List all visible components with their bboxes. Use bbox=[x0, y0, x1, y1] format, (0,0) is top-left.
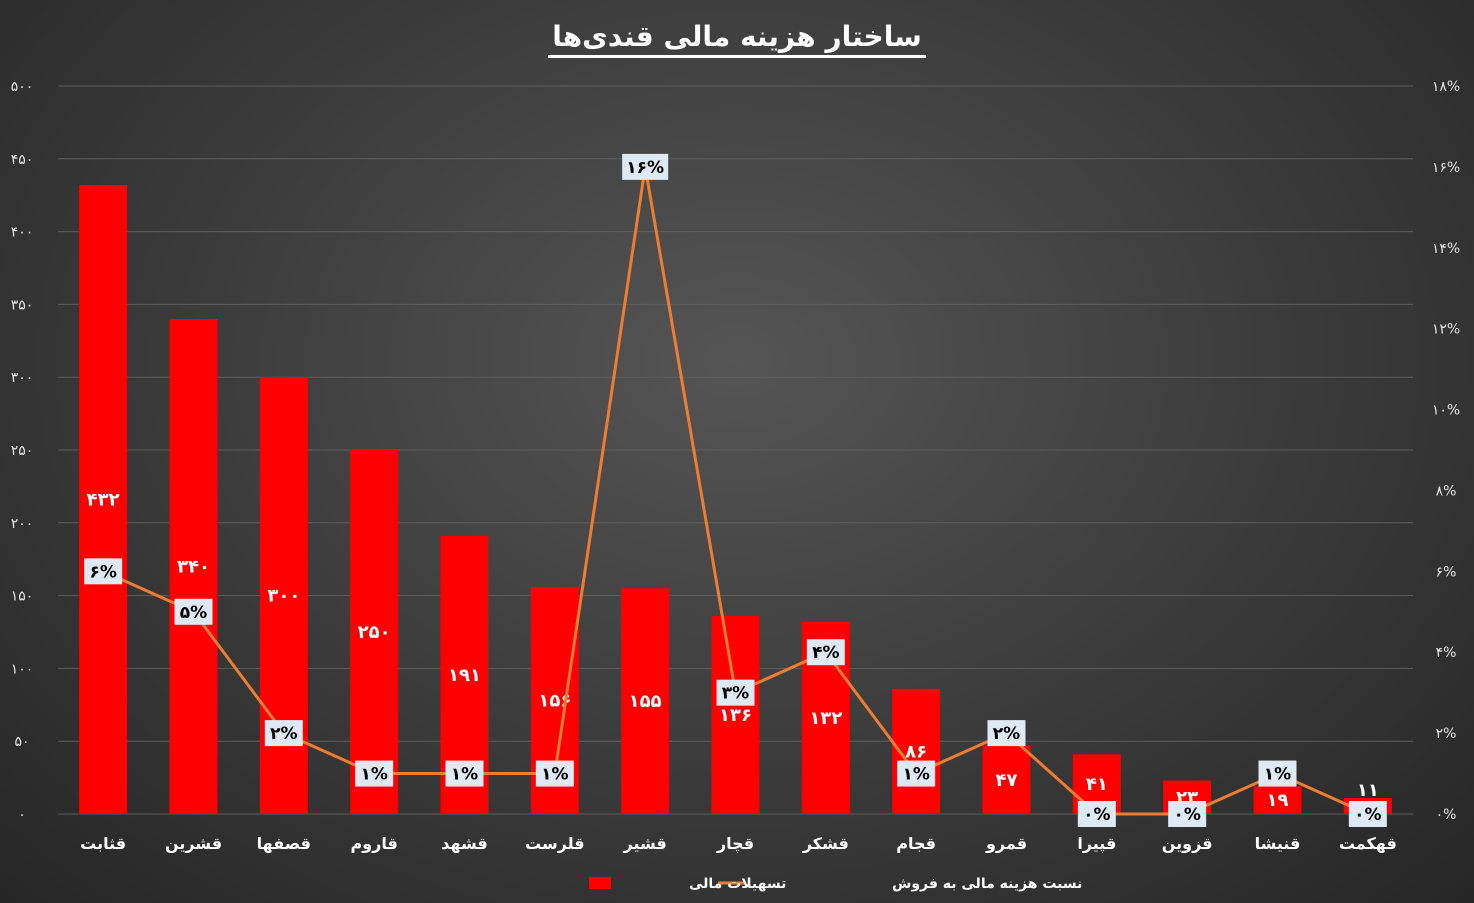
line-value-label: ۰% bbox=[1083, 805, 1110, 825]
line-value-label: ۱% bbox=[451, 765, 478, 785]
line-value-label: ۲% bbox=[993, 724, 1020, 744]
x-axis-category-label: قشهد bbox=[441, 834, 488, 853]
legend-bar-label: تسهیلات مالی bbox=[689, 876, 786, 892]
x-axis-category-label: قشرین bbox=[165, 834, 222, 853]
line-label-box bbox=[897, 760, 936, 787]
line-label-box bbox=[1348, 801, 1387, 827]
bar bbox=[1253, 786, 1302, 814]
line-value-label: ۶% bbox=[89, 562, 116, 582]
legend-line-label: نسبت هزینه مالی به فروش bbox=[892, 876, 1082, 892]
chart-title: ساختار هزینه مالی قندی‌ها bbox=[0, 20, 1474, 58]
bar bbox=[350, 450, 399, 814]
bar bbox=[79, 185, 128, 814]
line-label-box bbox=[1258, 760, 1297, 787]
bar-value-label: ۱۱ bbox=[1357, 780, 1379, 801]
line-label-box bbox=[535, 760, 574, 787]
line-label-box bbox=[174, 598, 213, 625]
line-label-box bbox=[1168, 801, 1207, 827]
y2-axis-tick-label: ۸% bbox=[1436, 483, 1457, 499]
line-label-box bbox=[355, 760, 394, 787]
x-axis-category-label: قثابت bbox=[80, 834, 126, 853]
line-value-label: ۱۶% bbox=[626, 158, 664, 178]
y2-axis-tick-label: ۱۸% bbox=[1432, 79, 1460, 95]
line-label-box bbox=[1077, 801, 1116, 827]
y-axis-tick-label: ۴۰۰ bbox=[11, 225, 34, 241]
x-axis-category-label: قاروم bbox=[350, 834, 397, 853]
x-axis-category-label: قصفها bbox=[257, 834, 311, 853]
bar-value-label: ۱۵۶ bbox=[538, 690, 571, 711]
y-axis-tick-label: ۵۰۰ bbox=[11, 79, 34, 95]
line-value-label: ۱% bbox=[541, 765, 568, 785]
line-value-label: ۲% bbox=[270, 724, 297, 744]
bar-value-label: ۳۴۰ bbox=[177, 556, 210, 577]
bar-value-label: ۱۳۲ bbox=[809, 708, 842, 729]
y-axis-tick-label: ۳۵۰ bbox=[11, 297, 34, 313]
y2-axis-tick-label: ۱۰% bbox=[1432, 403, 1460, 419]
y2-axis-tick-label: ۶% bbox=[1436, 564, 1457, 580]
line-value-label: ۱% bbox=[1264, 765, 1291, 785]
bar-value-label: ۴۳۲ bbox=[87, 490, 120, 511]
bar bbox=[621, 588, 670, 814]
bar-value-label: ۲۵۰ bbox=[358, 622, 391, 643]
x-axis-category-label: قمرو bbox=[985, 834, 1027, 853]
line-label-box bbox=[806, 639, 845, 666]
line-value-label: ۳% bbox=[722, 684, 749, 704]
y-axis-tick-label: ۰ bbox=[18, 807, 26, 823]
y-axis-tick-label: ۲۰۰ bbox=[11, 516, 34, 532]
y-axis-tick-label: ۱۰۰ bbox=[11, 661, 34, 677]
x-axis-category-label: قلرست bbox=[525, 834, 585, 853]
bar-value-label: ۳۰۰ bbox=[267, 586, 300, 607]
x-axis-category-label: قپیرا bbox=[1077, 834, 1116, 854]
y-axis-tick-label: ۵۰ bbox=[14, 734, 29, 750]
bar-value-label: ۸۶ bbox=[905, 741, 927, 762]
x-axis-category-label: قنیشا bbox=[1255, 834, 1301, 853]
bar-value-label: ۱۹۱ bbox=[448, 665, 481, 686]
bar-value-label: ۱۹ bbox=[1267, 790, 1289, 811]
line-value-label: ۵% bbox=[180, 603, 207, 623]
line-label-box bbox=[445, 760, 484, 787]
y-axis-tick-label: ۱۵۰ bbox=[11, 589, 34, 605]
line-value-label: ۱% bbox=[902, 765, 929, 785]
y2-axis-tick-label: ۰% bbox=[1436, 807, 1457, 823]
y-axis-tick-label: ۲۵۰ bbox=[11, 443, 34, 459]
y2-axis-tick-label: ۱۴% bbox=[1432, 241, 1460, 257]
bar-value-label: ۱۳۶ bbox=[719, 705, 752, 726]
y2-axis-tick-label: ۴% bbox=[1436, 645, 1457, 661]
bar-value-label: ۴۷ bbox=[996, 770, 1018, 791]
x-axis-category-label: قچار bbox=[716, 834, 754, 854]
line-label-box bbox=[84, 558, 123, 585]
line-value-label: ۱% bbox=[360, 765, 387, 785]
x-axis-category-label: قهکمت bbox=[1339, 834, 1397, 853]
y2-axis-tick-label: ۱۲% bbox=[1432, 322, 1460, 338]
line-label-box bbox=[264, 720, 303, 747]
line-label-box bbox=[987, 720, 1026, 747]
bar-value-label: ۱۵۵ bbox=[629, 691, 662, 712]
line-label-box bbox=[716, 679, 755, 706]
x-axis-category-label: قشکر bbox=[802, 834, 849, 853]
line-value-label: ۴% bbox=[812, 643, 839, 663]
y-axis-tick-label: ۳۰۰ bbox=[11, 370, 34, 386]
y2-axis-tick-label: ۲% bbox=[1436, 726, 1457, 742]
y-axis-tick-label: ۴۵۰ bbox=[11, 152, 34, 168]
x-axis-category-label: قزوین bbox=[1162, 834, 1213, 853]
line-value-label: ۰% bbox=[1173, 805, 1200, 825]
x-axis-category-label: قجام bbox=[896, 834, 936, 853]
x-axis-category-label: قشیر bbox=[623, 834, 667, 853]
chart-title-text: ساختار هزینه مالی قندی‌ها bbox=[548, 20, 926, 58]
line-value-label: ۰% bbox=[1354, 805, 1381, 825]
legend-bar-swatch bbox=[589, 877, 611, 889]
bar bbox=[169, 318, 218, 814]
bar bbox=[711, 615, 760, 814]
bar bbox=[982, 745, 1031, 814]
line-label-box bbox=[622, 153, 669, 180]
bar-value-label: ۴۱ bbox=[1086, 774, 1108, 795]
y2-axis-tick-label: ۱۶% bbox=[1432, 160, 1460, 176]
